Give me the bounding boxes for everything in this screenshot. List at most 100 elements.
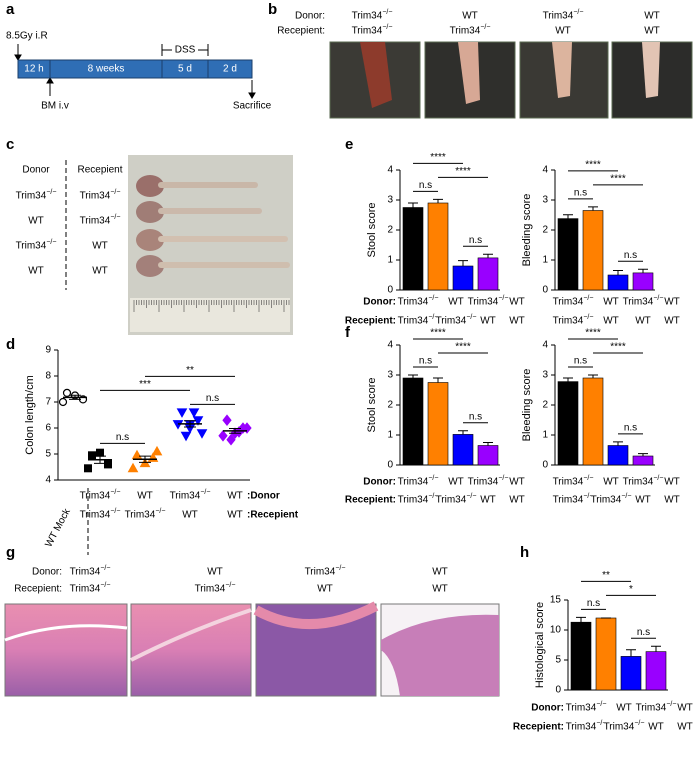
panel-label: c <box>6 136 14 153</box>
panel-label: a <box>6 1 15 18</box>
colon <box>136 175 164 197</box>
category-label: Trim34−/− <box>553 314 594 327</box>
colon <box>158 208 262 214</box>
bar <box>452 434 474 466</box>
significance-label: **** <box>455 342 471 353</box>
y-tick-label: 3 <box>542 195 548 206</box>
column-label: Trim34−/− <box>352 9 393 22</box>
column-label: WT <box>644 26 660 37</box>
bar <box>402 377 424 466</box>
category-label: Trim34−/− <box>604 720 645 733</box>
significance-label: **** <box>585 328 601 339</box>
error-bar <box>433 198 443 203</box>
significance-label: **** <box>430 152 446 163</box>
superscript: −/− <box>335 565 345 572</box>
row-label: Recepient: <box>345 495 396 506</box>
superscript: −/− <box>428 314 438 321</box>
superscript: −/− <box>583 493 593 500</box>
superscript: −/− <box>382 9 392 16</box>
y-tick-label: 1 <box>387 430 393 441</box>
column-label: WT <box>432 584 448 595</box>
ruler-ticks <box>133 300 290 312</box>
bar <box>427 382 449 466</box>
error-bar <box>576 616 586 623</box>
superscript: −/− <box>110 214 120 221</box>
category-label: Trim34−/− <box>398 314 439 327</box>
y-tick-label: 0 <box>387 285 393 296</box>
row-label: :Donor <box>247 491 280 502</box>
point <box>58 397 68 407</box>
significance-label: n.s <box>624 250 637 261</box>
bar <box>595 617 617 691</box>
y-tick-label: 7 <box>45 397 51 408</box>
photo-detail <box>253 601 379 629</box>
row-cell: Trim34−/− <box>80 214 121 227</box>
y-tick-label: 9 <box>45 345 51 356</box>
panel-label: e <box>345 136 353 153</box>
column-label: Trim34−/− <box>543 9 584 22</box>
row-label: Recepient: <box>513 722 564 733</box>
y-tick-label: 4 <box>387 340 393 351</box>
category-label: WT <box>480 316 496 327</box>
row-cell: WT <box>28 266 44 277</box>
bar <box>582 210 604 291</box>
category-label: WT <box>509 477 525 488</box>
column-header: Recepient <box>77 165 122 176</box>
significance-label: n.s <box>574 356 587 367</box>
error-bar <box>433 377 443 383</box>
superscript: −/− <box>200 489 210 496</box>
point <box>104 460 112 469</box>
error-bar <box>588 206 598 211</box>
superscript: −/− <box>621 493 631 500</box>
photo-detail <box>458 42 480 104</box>
bar <box>620 656 642 691</box>
error-bar <box>483 442 493 446</box>
timeline-label: Sacrifice <box>233 101 272 112</box>
row-label: Donor: <box>295 11 325 22</box>
column-label: Trim34−/− <box>195 582 236 595</box>
row-label: Donor: <box>363 477 396 488</box>
category-label: WT <box>635 495 651 506</box>
category-label: Trim34−/− <box>398 295 439 308</box>
category-label: WT <box>603 477 619 488</box>
colon <box>158 182 258 188</box>
timeline-segment <box>207 59 253 79</box>
row-cell: WT <box>92 241 108 252</box>
point <box>96 448 104 457</box>
row-label: Recepient: <box>14 584 62 595</box>
error-bar <box>613 270 623 275</box>
error-bar <box>483 253 493 258</box>
superscript: −/− <box>653 475 663 482</box>
category-label: Trim34−/− <box>591 493 632 506</box>
bar <box>477 257 499 291</box>
point <box>222 414 232 427</box>
point <box>196 429 208 439</box>
y-tick-label: 15 <box>550 595 562 606</box>
column-label: Trim34−/− <box>352 24 393 37</box>
category-label: Trim34−/− <box>566 701 607 714</box>
histology-photos <box>4 601 500 697</box>
category-label: WT Mock <box>43 506 73 549</box>
point <box>127 462 139 473</box>
panel-label: b <box>268 1 277 18</box>
bar <box>570 621 592 691</box>
category-label: Trim34−/− <box>623 295 664 308</box>
significance-label: n.s <box>624 423 637 434</box>
category-label: WT <box>603 316 619 327</box>
significance-label: **** <box>455 166 471 177</box>
category-label: Trim34−/− <box>398 475 439 488</box>
superscript: −/− <box>583 295 593 302</box>
error-bar <box>458 430 468 435</box>
point <box>180 431 192 442</box>
row-label: Donor: <box>32 567 62 578</box>
bar <box>452 265 474 291</box>
superscript: −/− <box>466 493 476 500</box>
superscript: −/− <box>428 475 438 482</box>
error-bar <box>408 374 418 378</box>
photo-detail <box>130 608 252 662</box>
significance-label: * <box>629 584 633 595</box>
significance-label: n.s <box>206 393 219 404</box>
y-tick-label: 3 <box>387 370 393 381</box>
y-tick-label: 1 <box>542 255 548 266</box>
